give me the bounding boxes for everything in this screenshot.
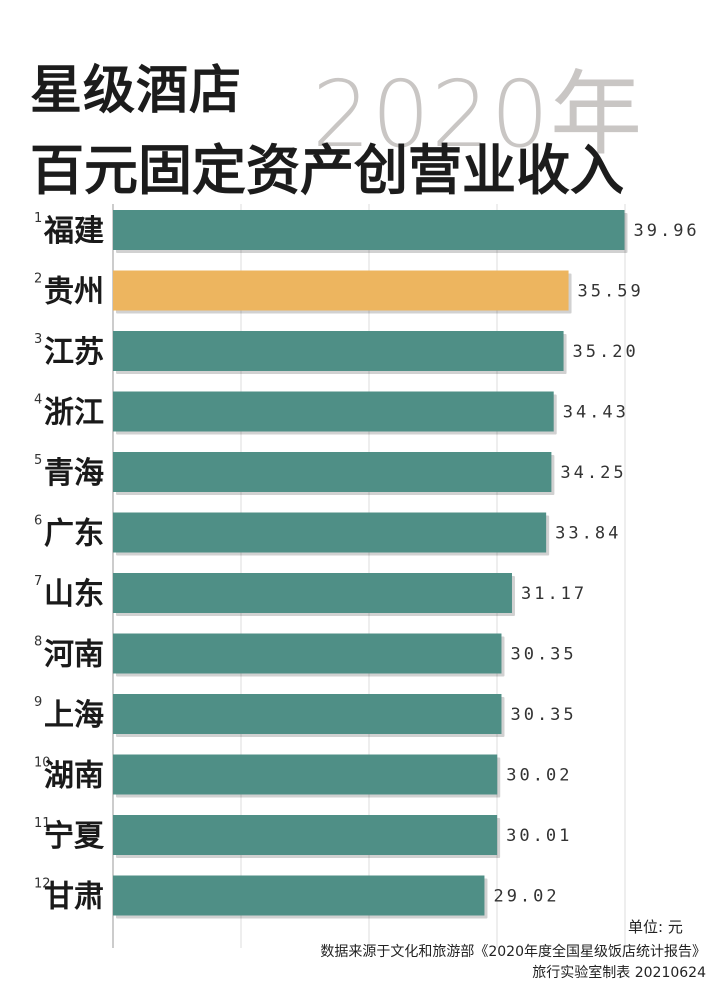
bar-11 (113, 815, 498, 855)
value-label: 30.01 (506, 826, 572, 846)
bar-6 (113, 512, 547, 553)
rank-label: 11 (34, 816, 51, 831)
rank-label: 5 (34, 453, 42, 468)
bar-4 (113, 391, 554, 432)
unit-label: 单位: 元 (628, 918, 683, 936)
title-line2: 百元固定资产创营业收入 (30, 139, 624, 202)
category-label: 浙江 (44, 396, 104, 431)
category-label: 贵州 (44, 275, 104, 310)
category-label: 江苏 (44, 335, 104, 370)
value-label: 33.84 (555, 524, 621, 544)
rank-label: 2 (34, 272, 42, 287)
category-label: 山东 (44, 577, 104, 612)
footer: 数据来源于文化和旅游部《2020年度全国星级饭店统计报告》 旅行实验室制表 20… (320, 942, 706, 984)
value-label: 30.02 (506, 766, 572, 786)
value-label: 34.43 (563, 403, 629, 423)
category-label: 甘肃 (44, 880, 104, 915)
rank-label: 3 (34, 332, 42, 347)
title-block: 2020年 星级酒店 百元固定资产创营业收入 (0, 0, 722, 210)
category-label: 广东 (44, 517, 104, 552)
value-label: 39.96 (633, 221, 699, 241)
value-label: 31.17 (521, 584, 587, 604)
bar-12 (113, 875, 485, 916)
bar-7 (113, 573, 512, 613)
bar-10 (113, 754, 498, 795)
value-label: 34.25 (560, 463, 626, 483)
value-label: 35.59 (578, 282, 644, 302)
bar-5 (113, 452, 552, 492)
category-label: 湖南 (44, 759, 104, 794)
credit-note: 旅行实验室制表 20210624 (532, 965, 706, 981)
category-label: 上海 (44, 698, 104, 733)
value-label: 30.35 (510, 645, 576, 665)
rank-label: 1 (34, 211, 42, 226)
category-label: 河南 (44, 638, 104, 673)
bar-1 (113, 210, 625, 250)
rank-label: 7 (34, 574, 42, 589)
rank-label: 6 (34, 514, 42, 529)
rank-label: 12 (34, 877, 51, 892)
rank-label: 9 (34, 695, 42, 710)
title-line1: 星级酒店 (30, 61, 243, 121)
bar-9 (113, 694, 502, 734)
bar-3 (113, 331, 564, 371)
value-label: 35.20 (573, 342, 639, 362)
value-label: 29.02 (493, 887, 559, 907)
bar-8 (113, 633, 502, 674)
title-year: 2020年 (312, 61, 644, 168)
rank-label: 4 (34, 393, 42, 408)
category-label: 福建 (43, 214, 104, 249)
value-label: 30.35 (510, 705, 576, 725)
bar-2 (113, 270, 569, 311)
source-note: 数据来源于文化和旅游部《2020年度全国星级饭店统计报告》 (320, 944, 706, 960)
category-label: 宁夏 (44, 819, 105, 854)
bar-chart: 1 福建 39.96 2 贵州 35.59 3 江苏 35.20 4 浙江 34.43 5 青海 34.25… (34, 204, 699, 948)
rank-label: 8 (34, 635, 42, 650)
category-label: 青海 (44, 456, 104, 491)
rank-label: 10 (34, 756, 51, 771)
